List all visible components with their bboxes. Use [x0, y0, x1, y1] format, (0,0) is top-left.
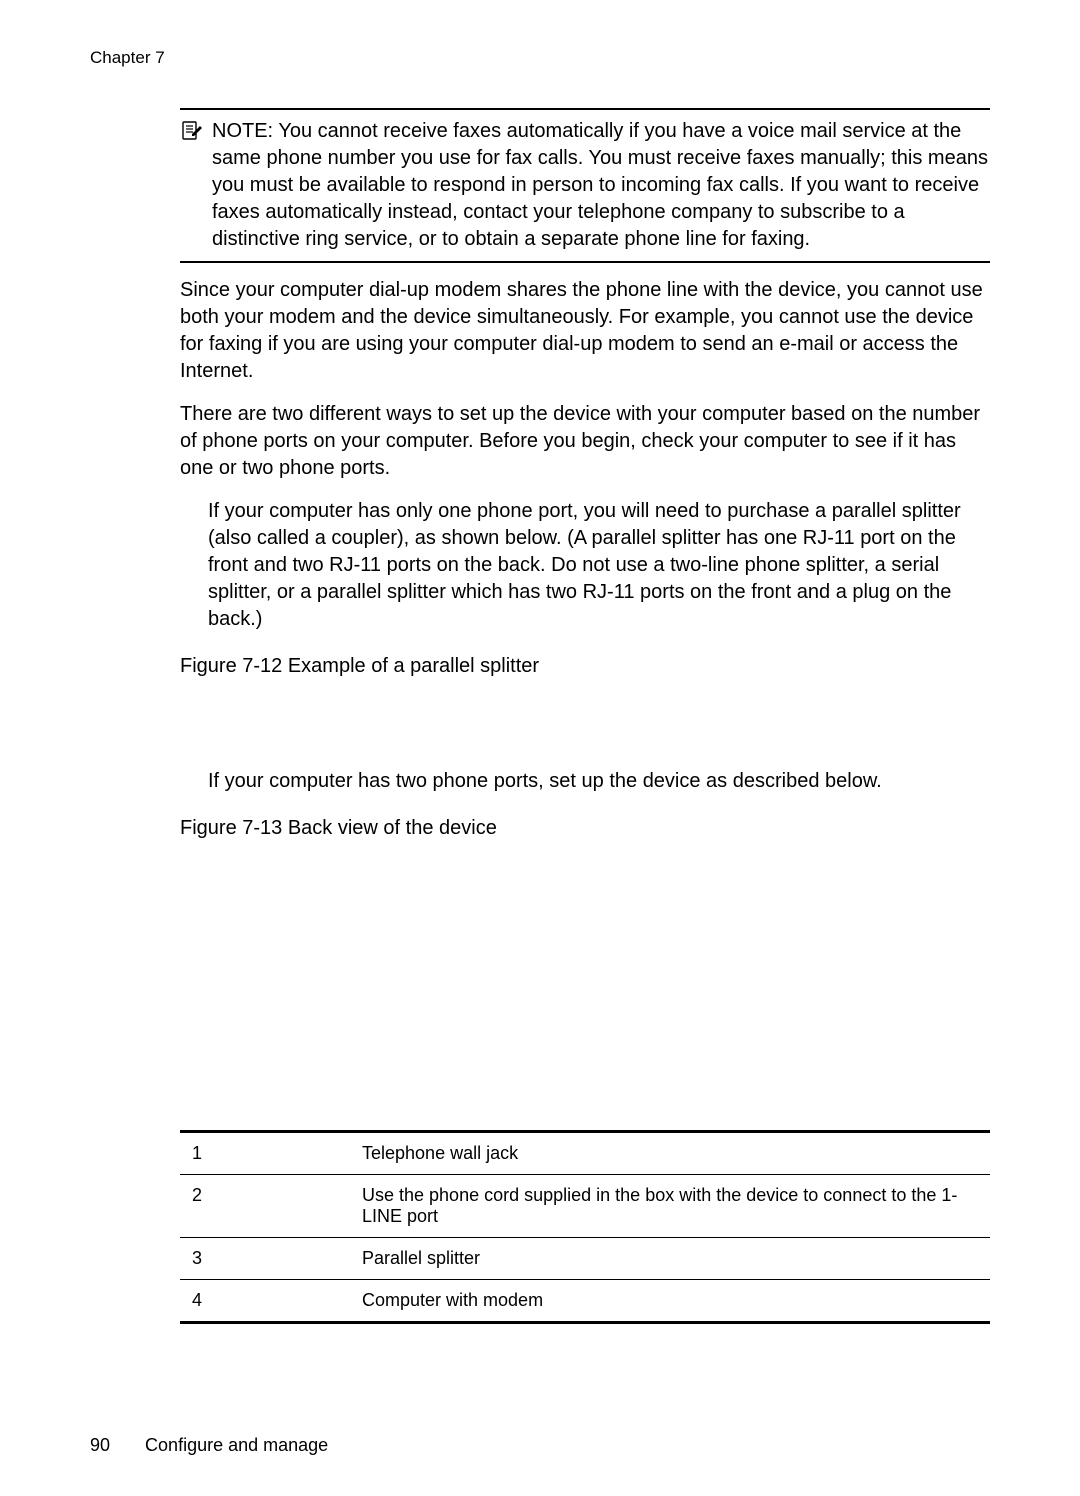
table-row: 1 Telephone wall jack [180, 1132, 990, 1175]
note-label: NOTE: [212, 120, 273, 142]
legend-text: Parallel splitter [350, 1238, 990, 1280]
indent-paragraph-1: If your computer has only one phone port… [208, 498, 990, 633]
note-body: You cannot receive faxes automatically i… [212, 120, 988, 250]
figure-7-12-caption: Figure 7-12 Example of a parallel splitt… [180, 655, 990, 678]
note-icon [180, 120, 202, 147]
legend-num: 2 [180, 1175, 350, 1238]
content-area: NOTE: You cannot receive faxes automatic… [180, 108, 990, 1324]
chapter-header: Chapter 7 [90, 48, 990, 68]
legend-num: 4 [180, 1280, 350, 1323]
legend-text: Telephone wall jack [350, 1132, 990, 1175]
table-row: 3 Parallel splitter [180, 1238, 990, 1280]
section-title: Configure and manage [145, 1435, 328, 1455]
paragraph-2: There are two different ways to set up t… [180, 401, 990, 482]
note-text: NOTE: You cannot receive faxes automatic… [212, 118, 990, 253]
legend-text: Computer with modem [350, 1280, 990, 1323]
indent-paragraph-2: If your computer has two phone ports, se… [208, 768, 990, 795]
page-footer: 90 Configure and manage [90, 1435, 328, 1456]
legend-num: 1 [180, 1132, 350, 1175]
table-row: 4 Computer with modem [180, 1280, 990, 1323]
paragraph-1: Since your computer dial-up modem shares… [180, 277, 990, 385]
page-number: 90 [90, 1435, 110, 1455]
note-block: NOTE: You cannot receive faxes automatic… [180, 108, 990, 263]
legend-text: Use the phone cord supplied in the box w… [350, 1175, 990, 1238]
table-row: 2 Use the phone cord supplied in the box… [180, 1175, 990, 1238]
legend-table: 1 Telephone wall jack 2 Use the phone co… [180, 1130, 990, 1324]
figure-7-13-caption: Figure 7-13 Back view of the device [180, 817, 990, 840]
legend-num: 3 [180, 1238, 350, 1280]
page: Chapter 7 NOTE: You cannot receive faxes… [0, 0, 1080, 1496]
